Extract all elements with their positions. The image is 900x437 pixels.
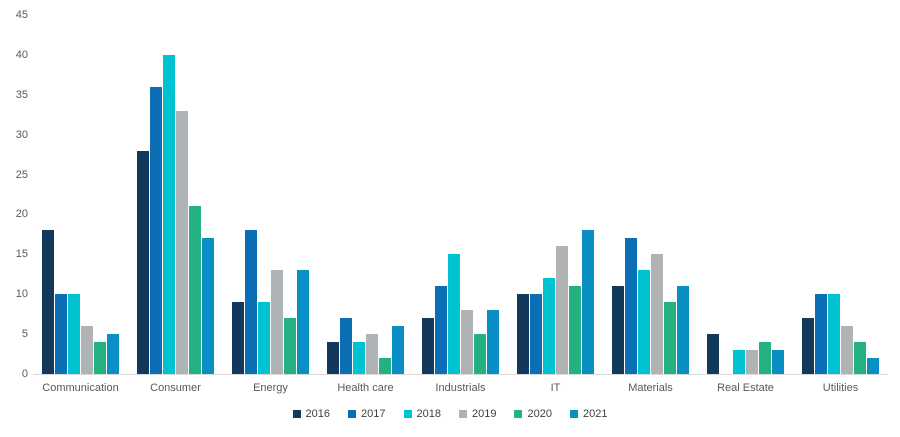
y-axis-tick-label: 45 bbox=[15, 9, 28, 21]
bar-2019-it bbox=[556, 246, 568, 374]
bar-2020-consumer bbox=[189, 206, 201, 374]
bar-2018-energy bbox=[258, 302, 270, 374]
bar-2016-energy bbox=[232, 302, 244, 374]
bar-2020-real-estate bbox=[759, 342, 771, 374]
bar-2021-communication bbox=[107, 334, 119, 374]
bar-2020-energy bbox=[284, 318, 296, 374]
bar-2018-materials bbox=[638, 270, 650, 374]
x-axis-category-label: Real Estate bbox=[717, 382, 774, 394]
bar-2019-health-care bbox=[366, 334, 378, 374]
legend-label: 2017 bbox=[361, 408, 386, 420]
bar-2018-it bbox=[543, 278, 555, 374]
legend-swatch-icon bbox=[514, 410, 523, 418]
bar-2021-health-care bbox=[392, 326, 404, 374]
y-axis-tick-label: 40 bbox=[15, 48, 28, 61]
bar-2018-real-estate bbox=[733, 350, 745, 374]
legend-item-2020: 2020 bbox=[514, 408, 552, 420]
legend-label: 2018 bbox=[416, 408, 441, 420]
bar-2021-utilities bbox=[867, 358, 879, 374]
bar-2021-energy bbox=[297, 270, 309, 374]
y-axis-tick-label: 25 bbox=[15, 168, 28, 181]
bar-2016-it bbox=[517, 294, 529, 374]
x-axis-category-label: Industrials bbox=[435, 382, 486, 394]
legend-swatch-icon bbox=[348, 410, 357, 418]
bar-2017-consumer bbox=[150, 87, 162, 374]
bar-2017-health-care bbox=[340, 318, 352, 374]
bar-2017-materials bbox=[625, 238, 637, 374]
y-axis-tick-label: 30 bbox=[15, 128, 28, 141]
bar-2020-health-care bbox=[379, 358, 391, 374]
x-axis-category-label: Health care bbox=[337, 382, 394, 394]
x-axis-category-label: Materials bbox=[628, 382, 673, 394]
bar-2016-health-care bbox=[327, 342, 339, 374]
x-axis-line bbox=[33, 374, 888, 375]
y-axis-tick-label: 10 bbox=[15, 288, 28, 301]
legend-item-2019: 2019 bbox=[459, 408, 496, 420]
y-axis-tick-label: 35 bbox=[15, 88, 28, 101]
legend-label: 2020 bbox=[527, 408, 552, 420]
legend-label: 2019 bbox=[472, 408, 497, 420]
legend-item-2021: 2021 bbox=[569, 408, 608, 420]
bar-2019-real-estate bbox=[746, 350, 758, 374]
bar-2017-utilities bbox=[815, 294, 827, 374]
bar-2018-industrials bbox=[448, 254, 460, 374]
legend-item-2017: 2017 bbox=[348, 408, 386, 420]
bar-2016-consumer bbox=[137, 151, 149, 374]
bar-2021-it bbox=[582, 230, 594, 374]
bar-2018-health-care bbox=[353, 342, 365, 374]
legend-swatch-icon bbox=[569, 410, 578, 418]
bar-2016-materials bbox=[612, 286, 624, 374]
bar-2019-consumer bbox=[176, 111, 188, 374]
x-axis-category-label: Utilities bbox=[822, 382, 859, 394]
bar-2017-it bbox=[530, 294, 542, 374]
y-axis-tick-label: 5 bbox=[21, 328, 28, 341]
bar-2017-industrials bbox=[435, 286, 447, 374]
bar-2016-utilities bbox=[802, 318, 814, 374]
bar-2016-communication bbox=[42, 230, 54, 374]
bar-2019-materials bbox=[651, 254, 663, 374]
bar-2019-industrials bbox=[461, 310, 473, 374]
legend-swatch-icon bbox=[403, 410, 412, 418]
x-axis-category-label: Consumer bbox=[150, 382, 201, 394]
bar-2016-real-estate bbox=[707, 334, 719, 374]
bar-2019-communication bbox=[81, 326, 93, 374]
legend-label: 2016 bbox=[305, 408, 331, 420]
bar-2016-industrials bbox=[422, 318, 434, 374]
bar-2021-materials bbox=[677, 286, 689, 374]
legend-item-2016: 2016 bbox=[292, 408, 331, 420]
bar-2018-utilities bbox=[828, 294, 840, 374]
bar-2020-communication bbox=[94, 342, 106, 374]
bar-2019-energy bbox=[271, 270, 283, 374]
bar-2021-consumer bbox=[202, 238, 214, 374]
bar-2017-energy bbox=[245, 230, 257, 374]
bar-2020-industrials bbox=[474, 334, 486, 374]
bar-2018-consumer bbox=[163, 55, 175, 374]
x-axis-category-label: Communication bbox=[42, 382, 119, 394]
bar-2020-it bbox=[569, 286, 581, 374]
bar-2021-real-estate bbox=[772, 350, 784, 374]
legend-swatch-icon bbox=[292, 410, 301, 418]
y-axis-tick-label: 20 bbox=[15, 208, 28, 221]
bar-2019-utilities bbox=[841, 326, 853, 374]
y-axis-tick-label: 0 bbox=[21, 368, 28, 380]
x-axis-category-label: Energy bbox=[253, 382, 288, 394]
legend: 2016 2017 2018 2019 2020 2021 bbox=[0, 408, 900, 420]
bar-2018-communication bbox=[68, 294, 80, 374]
bar-2020-utilities bbox=[854, 342, 866, 374]
legend-swatch-icon bbox=[459, 410, 467, 418]
bar-2017-communication bbox=[55, 294, 67, 374]
bar-2020-materials bbox=[664, 302, 676, 374]
legend-item-2018: 2018 bbox=[403, 408, 441, 420]
x-axis-category-label: IT bbox=[550, 382, 561, 394]
bar-2021-industrials bbox=[487, 310, 499, 374]
y-axis-tick-label: 15 bbox=[15, 248, 28, 261]
legend-label: 2021 bbox=[582, 408, 608, 420]
